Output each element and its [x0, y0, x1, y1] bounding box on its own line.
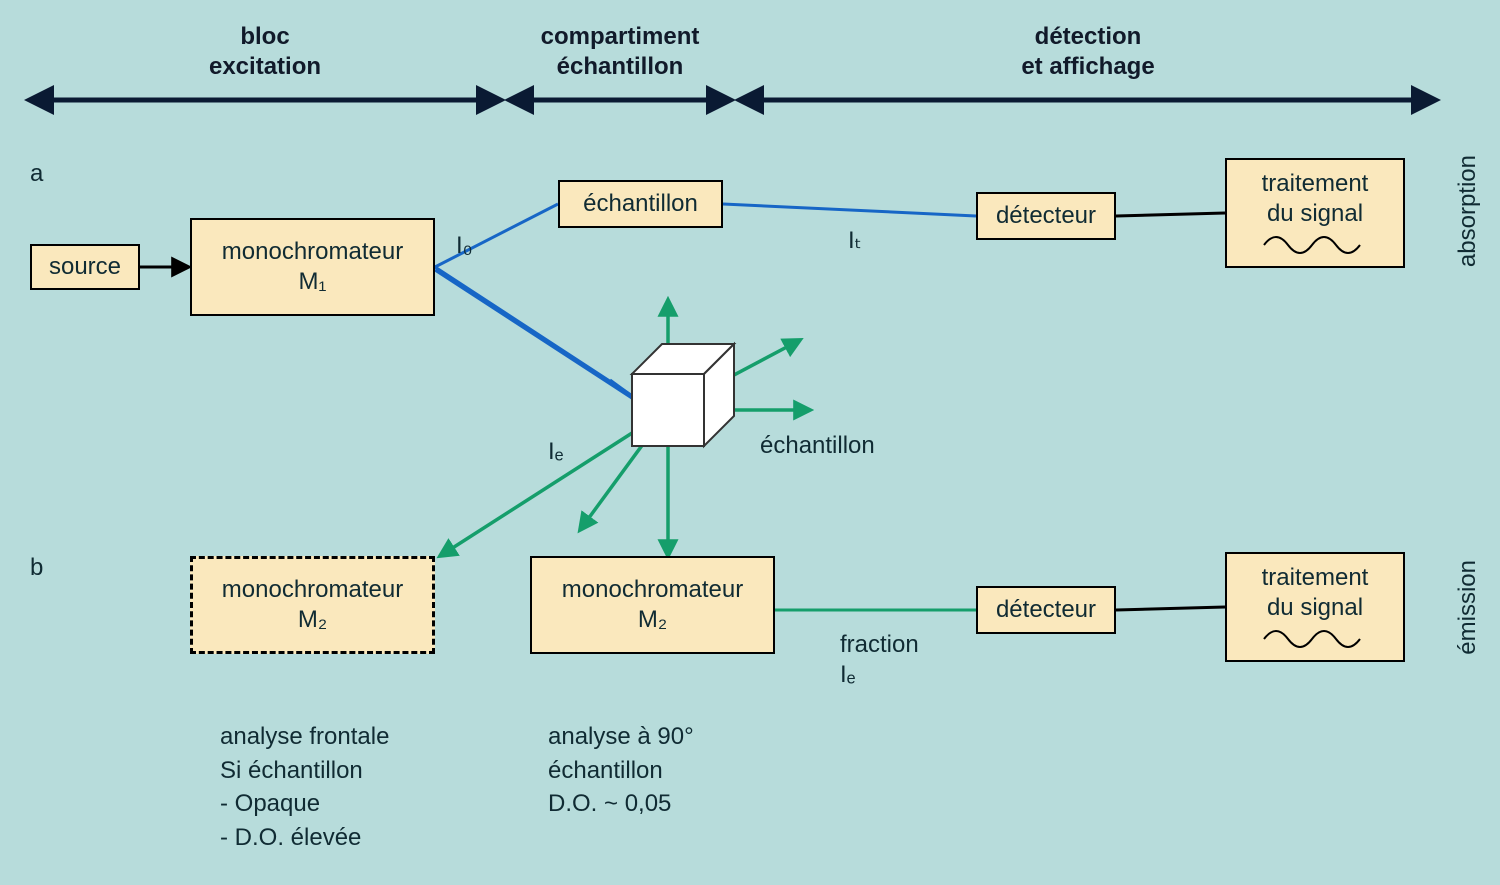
- wave-icon: [1262, 627, 1362, 651]
- header-excitation: bloc excitation: [209, 22, 321, 82]
- box-traitement-a: traitement du signal: [1225, 158, 1405, 268]
- box-echantillon-a-text: échantillon: [583, 189, 698, 219]
- box-detecteur-a: détecteur: [976, 192, 1116, 240]
- label-i0: I₀: [456, 232, 473, 260]
- label-fraction-ie: fraction Iₑ: [840, 630, 919, 690]
- box-mono-m2-text: monochromateur M₂: [562, 575, 743, 635]
- box-monochromateur-m1: monochromateur M₁: [190, 218, 435, 316]
- box-detecteur-b: détecteur: [976, 586, 1116, 634]
- label-ie: Iₑ: [548, 438, 564, 466]
- row-a-label: a: [30, 160, 43, 188]
- box-traitement-b: traitement du signal: [1225, 552, 1405, 662]
- box-mono-m2-dash-text: monochromateur M₂: [222, 575, 403, 635]
- footnote-analyse-90: analyse à 90° échantillon D.O. ~ 0,05: [548, 720, 694, 821]
- emission-label: émission: [1454, 560, 1482, 655]
- footnote-analyse-frontale: analyse frontale Si échantillon - Opaque…: [220, 720, 389, 854]
- box-source: source: [30, 244, 140, 290]
- box-mono-m1-text: monochromateur M₁: [222, 237, 403, 297]
- label-it: Iₜ: [848, 226, 862, 255]
- box-detecteur-a-text: détecteur: [996, 201, 1096, 231]
- box-monochromateur-m2-dashed: monochromateur M₂: [190, 556, 435, 654]
- box-source-text: source: [49, 252, 121, 282]
- sample-cube: [632, 344, 734, 446]
- header-compartiment: compartiment échantillon: [541, 22, 700, 82]
- row-b-label: b: [30, 554, 43, 582]
- box-traitement-b-text: traitement du signal: [1262, 564, 1369, 621]
- box-echantillon-a: échantillon: [558, 180, 723, 228]
- header-detection: détection et affichage: [1021, 22, 1154, 82]
- box-detecteur-b-text: détecteur: [996, 595, 1096, 625]
- label-echantillon-cube: échantillon: [760, 432, 875, 460]
- wave-icon: [1262, 233, 1362, 257]
- box-traitement-a-text: traitement du signal: [1262, 170, 1369, 227]
- absorption-label: absorption: [1454, 155, 1482, 267]
- box-monochromateur-m2: monochromateur M₂: [530, 556, 775, 654]
